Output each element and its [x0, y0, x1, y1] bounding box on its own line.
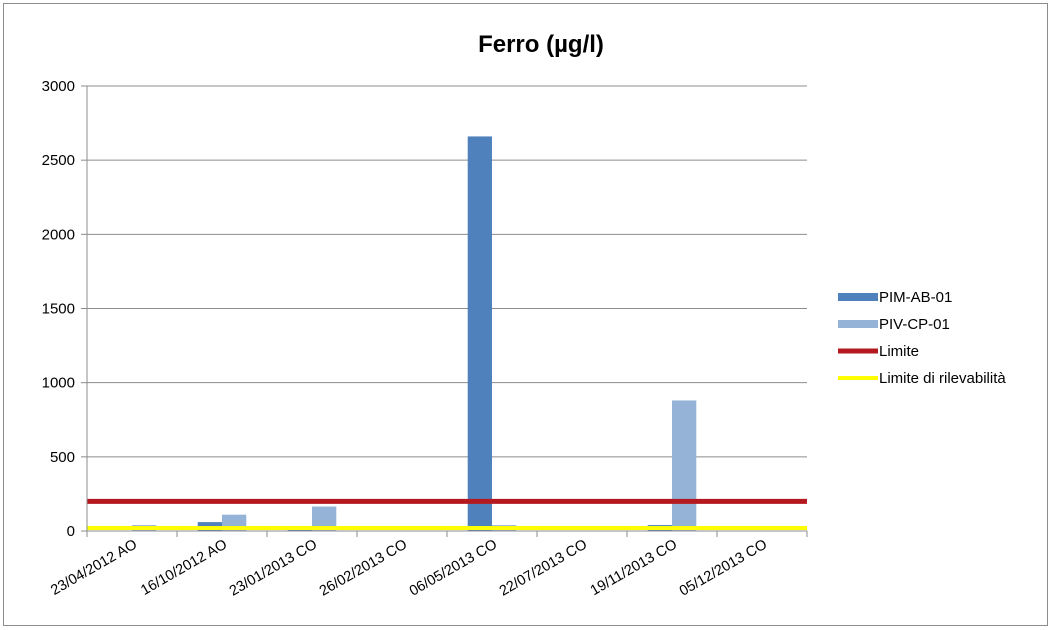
bar-pim-ab-01 [467, 136, 492, 531]
chart-title: Ferro (µg/l) [478, 31, 604, 58]
x-tick-label: 19/11/2013 CO [588, 537, 680, 599]
legend-swatch [838, 293, 878, 301]
bars [132, 136, 697, 531]
chart-frame [3, 3, 1048, 626]
x-tick-label: 26/02/2013 CO [317, 537, 410, 600]
y-tick-label: 3000 [42, 78, 75, 95]
series-lines [87, 498, 807, 531]
legend-label: PIM-AB-01 [879, 289, 952, 306]
bar-piv-cp-01 [672, 400, 697, 531]
legend-item: PIM-AB-01 [838, 289, 952, 306]
y-tick-label: 2000 [42, 226, 75, 243]
legend-label: Limite di rilevabilità [879, 370, 1006, 387]
y-tick-label: 1500 [42, 301, 75, 318]
x-tick-label: 23/04/2012 AO [48, 537, 140, 599]
legend-label: PIV-CP-01 [879, 316, 950, 333]
x-tick-label: 16/10/2012 AO [138, 537, 230, 599]
x-tick-label: 22/07/2013 CO [497, 537, 590, 600]
legend-item: PIV-CP-01 [838, 316, 950, 333]
y-axis-ticks: 0 500 1000 1500 2000 2500 3000 [42, 78, 87, 540]
legend-swatch [838, 320, 878, 328]
y-tick-label: 0 [67, 523, 75, 540]
legend-item: Limite [838, 343, 919, 360]
legend-label: Limite [879, 343, 919, 360]
y-tick-label: 500 [50, 449, 75, 466]
legend: PIM-AB-01 PIV-CP-01 Limite Limite di rileva… [838, 289, 1006, 387]
gridlines [87, 85, 807, 458]
x-tick-label: 23/01/2013 CO [227, 537, 320, 600]
legend-item: Limite di rilevabilità [838, 370, 1006, 387]
x-tick-label: 05/12/2013 CO [677, 537, 770, 600]
y-tick-label: 2500 [42, 152, 75, 169]
x-tick-label: 06/05/2013 CO [407, 537, 500, 600]
y-tick-label: 1000 [42, 375, 75, 392]
